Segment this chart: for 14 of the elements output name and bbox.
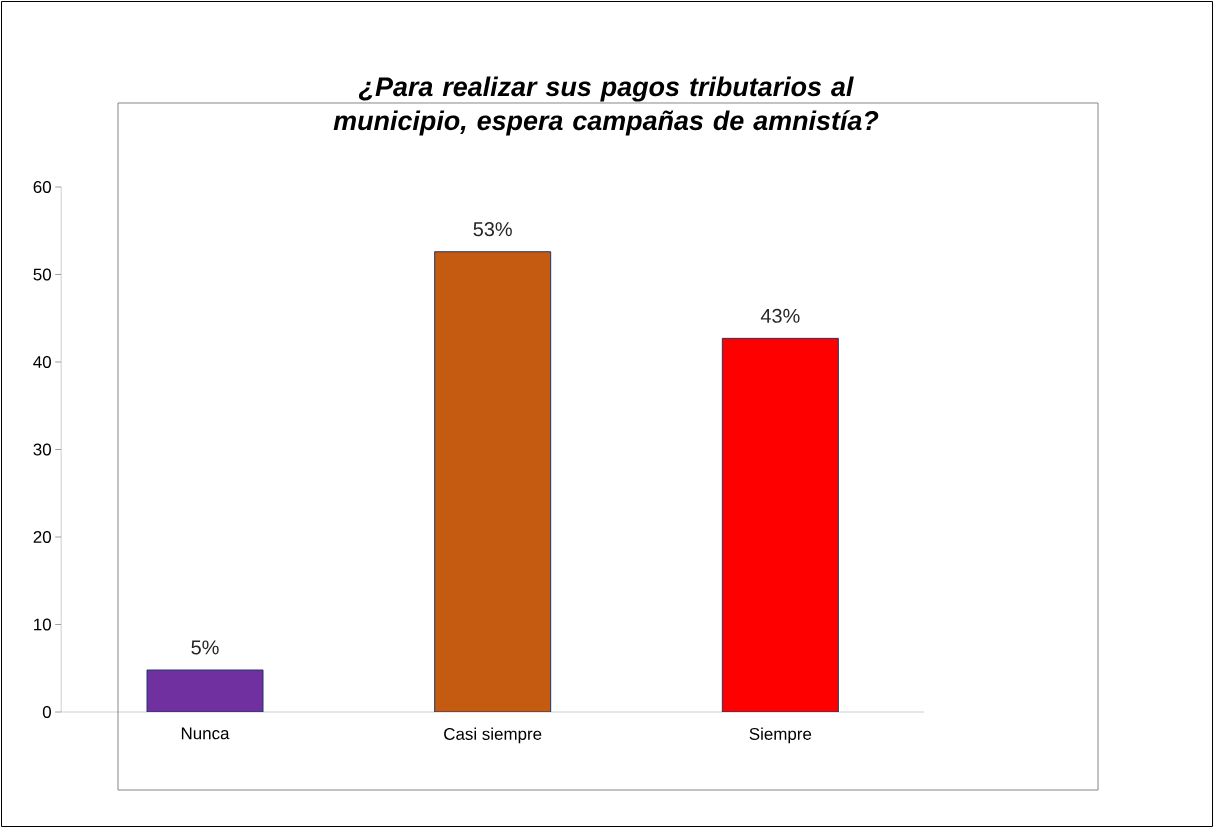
data-label: 43%: [760, 308, 800, 323]
y-tick-label: 30: [33, 443, 51, 456]
data-label: 5%: [191, 640, 219, 655]
y-tick-label: 50: [33, 268, 51, 281]
y-tick-label: 20: [33, 531, 51, 543]
y-tick-label: 10: [34, 618, 51, 631]
y-tick-label: 0: [42, 706, 51, 718]
x-tick-label: Casi siempre: [444, 727, 542, 744]
y-tick-label: 60: [33, 180, 51, 193]
data-label: 53%: [473, 222, 512, 237]
x-tick-label: Siempre: [749, 727, 812, 744]
x-tick-label: Nunca: [181, 727, 230, 740]
chart-title: ¿Para realizar sus pagos tributarios al municipio, espera campañas de amnistía?: [333, 76, 879, 136]
y-tick-label: 40: [33, 356, 51, 368]
